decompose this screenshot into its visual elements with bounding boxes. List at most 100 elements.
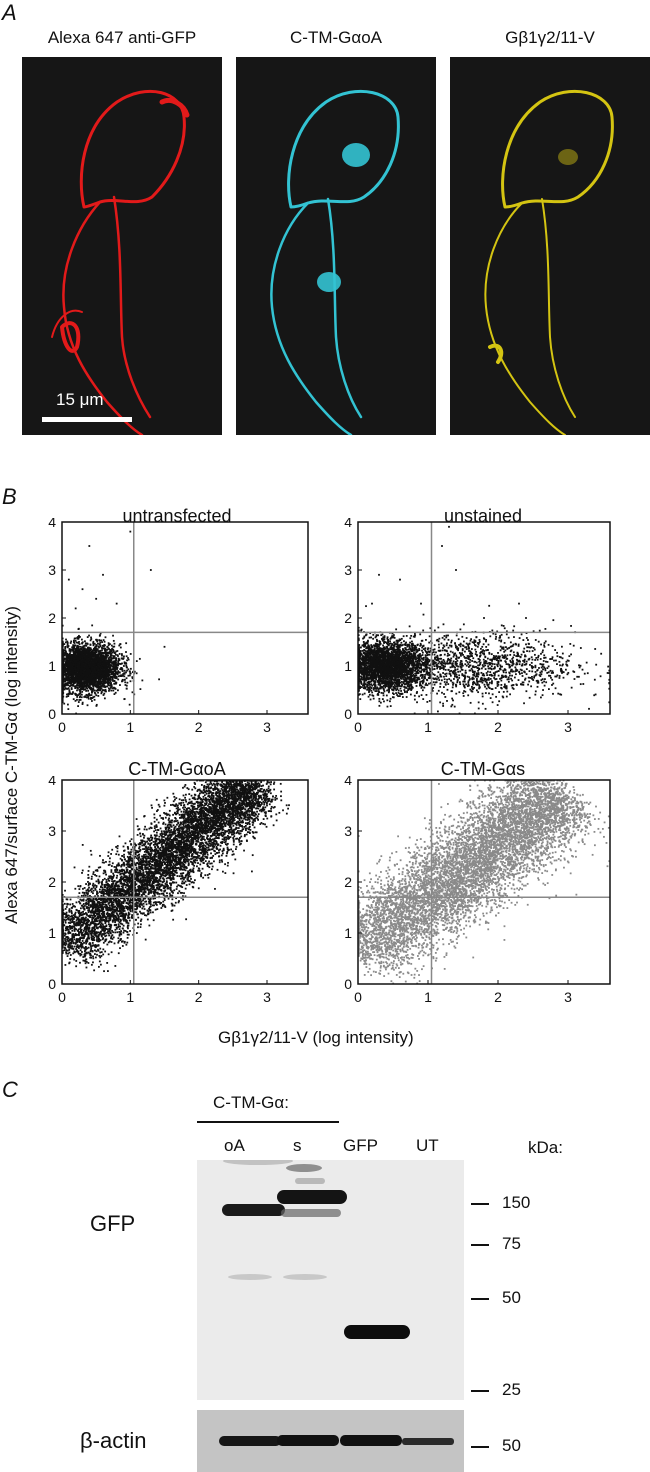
data-point [421, 657, 424, 660]
data-point [78, 652, 81, 654]
data-point [101, 652, 104, 655]
data-point [62, 698, 64, 700]
data-point [90, 686, 92, 689]
data-point [129, 530, 132, 533]
data-point [100, 682, 103, 685]
data-point [103, 669, 106, 672]
data-point [82, 686, 85, 688]
data-point [399, 681, 402, 684]
data-point [367, 660, 370, 663]
data-point [364, 686, 367, 689]
data-point [80, 655, 83, 657]
data-point [83, 666, 85, 669]
data-point [392, 693, 395, 695]
data-point [408, 625, 411, 628]
data-point [65, 675, 67, 678]
data-point [114, 664, 116, 667]
data-point [95, 644, 98, 647]
data-point [63, 658, 66, 661]
data-point [104, 685, 107, 688]
data-point [106, 673, 108, 676]
data-point [113, 687, 116, 690]
data-point [70, 688, 73, 690]
data-point [88, 668, 91, 671]
data-point [106, 672, 108, 675]
data-point [81, 658, 84, 660]
data-point [66, 652, 68, 655]
data-point [99, 649, 102, 652]
data-point [415, 672, 418, 675]
data-point [105, 663, 108, 666]
data-point [102, 655, 105, 657]
data-point [62, 695, 64, 698]
data-point [78, 658, 80, 661]
data-point [358, 660, 361, 662]
data-point [118, 644, 121, 647]
data-point [81, 684, 84, 687]
data-point [89, 688, 92, 691]
data-point [65, 687, 68, 690]
data-point [72, 691, 74, 694]
data-point [109, 643, 111, 646]
data-point [92, 673, 95, 676]
data-point [67, 678, 70, 681]
data-point [69, 669, 72, 672]
data-point [105, 674, 108, 677]
data-point [75, 650, 78, 653]
data-point [127, 668, 130, 671]
data-point [108, 662, 110, 665]
data-point [62, 662, 64, 665]
data-point [66, 665, 69, 667]
data-point [112, 645, 115, 648]
data-point [379, 659, 381, 662]
data-point [86, 650, 89, 653]
data-point [107, 654, 110, 657]
data-point [390, 678, 392, 681]
data-point [69, 682, 72, 685]
data-point [75, 678, 78, 681]
data-point [62, 691, 64, 693]
data-point [379, 674, 382, 677]
data-point [99, 634, 101, 637]
data-point [404, 648, 407, 651]
data-point [77, 656, 80, 659]
data-point [127, 657, 129, 659]
data-point [107, 664, 109, 667]
data-point [95, 704, 98, 707]
data-point [92, 687, 95, 690]
data-point [72, 660, 75, 663]
data-point [112, 687, 114, 690]
data-point [382, 674, 385, 677]
data-point [105, 659, 108, 662]
data-point [63, 665, 66, 668]
data-point [110, 685, 113, 688]
data-point [103, 675, 106, 678]
data-point [109, 651, 112, 653]
data-point [80, 647, 83, 650]
data-point [96, 648, 99, 651]
data-point [84, 676, 86, 679]
data-point [102, 573, 104, 576]
data-point [79, 698, 82, 701]
data-point [369, 686, 371, 688]
y-tick-label: 3 [48, 562, 56, 578]
data-point [105, 665, 108, 668]
data-point [122, 665, 125, 667]
data-point [113, 676, 116, 678]
data-point [107, 647, 110, 650]
data-point [102, 683, 104, 686]
data-point [90, 696, 92, 699]
data-point [65, 638, 67, 641]
data-point [98, 646, 100, 649]
data-point [419, 653, 421, 655]
data-point [110, 671, 113, 674]
data-point [69, 667, 71, 669]
data-point [365, 679, 368, 682]
data-point [370, 689, 373, 692]
data-point [79, 692, 82, 694]
data-point [78, 663, 81, 666]
data-point [99, 652, 102, 655]
data-point [95, 651, 98, 654]
data-point [74, 639, 77, 642]
data-point [114, 674, 117, 677]
